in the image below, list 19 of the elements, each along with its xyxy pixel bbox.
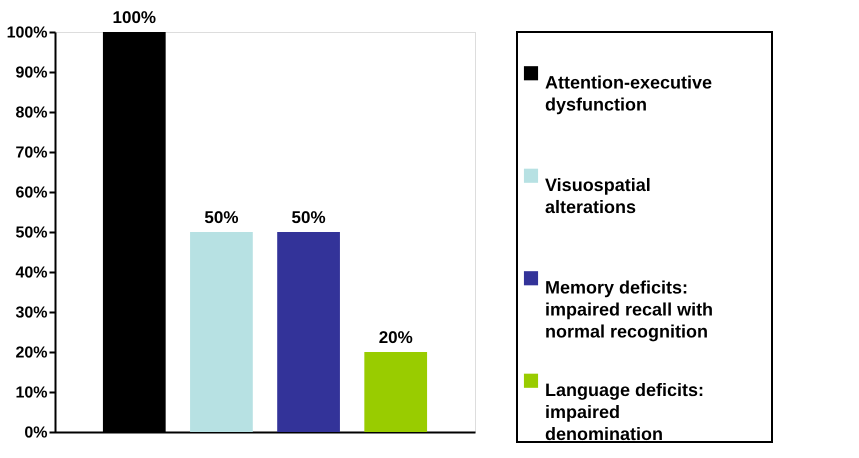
y-tick-label: 80% [15, 104, 48, 122]
y-tick-label: 0% [24, 424, 48, 442]
legend-label: Attention-executive dysfunction [545, 72, 712, 114]
legend-label: Language deficits: impaired denomination [545, 380, 704, 444]
y-tick-label: 50% [15, 224, 48, 242]
y-tick-label: 60% [15, 184, 48, 202]
legend-label: Memory deficits: impaired recall with normal recognition [545, 277, 714, 342]
y-tick-label: 20% [15, 344, 48, 362]
y-tick-label: 10% [15, 384, 48, 402]
y-tick-label: 40% [15, 264, 48, 282]
y-tick-label: 30% [15, 304, 48, 322]
data-label: 50% [292, 208, 326, 227]
data-label: 50% [204, 208, 238, 227]
y-tick-label: 90% [15, 64, 48, 82]
legend-label: Visuospatial alterations [545, 174, 651, 217]
y-tick-label: 70% [15, 144, 48, 162]
data-label: 100% [112, 8, 156, 27]
data-label: 20% [378, 328, 413, 347]
y-tick-label: 100% [6, 24, 48, 42]
